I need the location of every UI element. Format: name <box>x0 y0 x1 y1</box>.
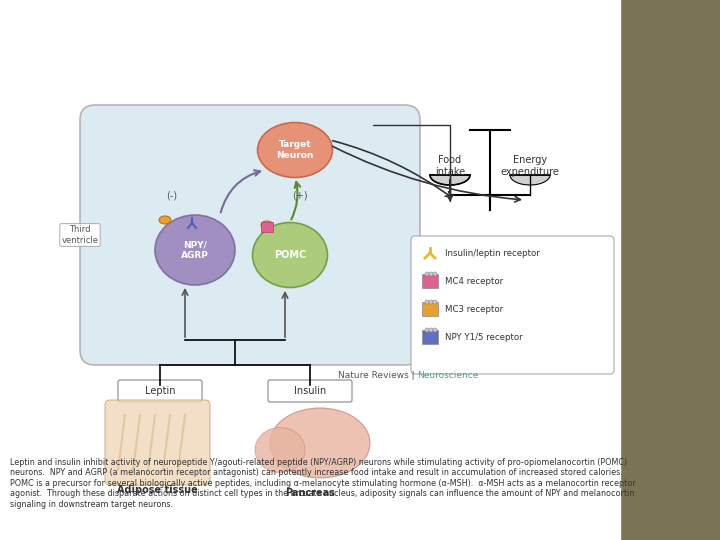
Text: MC3 receptor: MC3 receptor <box>445 305 503 314</box>
Text: Target
Neuron: Target Neuron <box>276 140 314 160</box>
Ellipse shape <box>261 221 273 229</box>
Ellipse shape <box>255 428 305 472</box>
FancyBboxPatch shape <box>80 105 420 365</box>
Ellipse shape <box>425 300 429 304</box>
Polygon shape <box>510 175 550 185</box>
Text: (+): (+) <box>292 190 308 200</box>
Ellipse shape <box>429 328 433 332</box>
Text: Neuroscience: Neuroscience <box>418 371 479 380</box>
Ellipse shape <box>270 408 370 478</box>
Ellipse shape <box>253 222 328 287</box>
Text: (-): (-) <box>166 190 178 200</box>
Text: Insulin/leptin receptor: Insulin/leptin receptor <box>445 248 540 258</box>
FancyBboxPatch shape <box>118 380 202 402</box>
Bar <box>0 0 620 540</box>
Ellipse shape <box>159 216 171 224</box>
Ellipse shape <box>429 300 433 304</box>
Ellipse shape <box>258 123 333 178</box>
Ellipse shape <box>433 272 437 276</box>
Text: NPY Y1/5 receptor: NPY Y1/5 receptor <box>445 333 523 341</box>
Bar <box>422 330 438 344</box>
Text: MC4 receptor: MC4 receptor <box>445 276 503 286</box>
Bar <box>261 222 273 232</box>
Text: Energy
expenditure: Energy expenditure <box>500 155 559 177</box>
Text: POMC: POMC <box>274 250 306 260</box>
Text: Pancreas: Pancreas <box>285 488 335 498</box>
Bar <box>422 274 438 288</box>
Text: Third
ventricle: Third ventricle <box>61 225 99 245</box>
Ellipse shape <box>155 215 235 285</box>
Text: Food
intake: Food intake <box>435 155 465 177</box>
Ellipse shape <box>425 272 429 276</box>
Text: Nature Reviews |: Nature Reviews | <box>338 371 418 380</box>
FancyBboxPatch shape <box>411 236 614 374</box>
Polygon shape <box>430 175 470 185</box>
Ellipse shape <box>433 328 437 332</box>
Text: Adipose tissue: Adipose tissue <box>117 485 197 495</box>
Text: Leptin: Leptin <box>145 386 175 396</box>
Ellipse shape <box>429 272 433 276</box>
Text: Insulin: Insulin <box>294 386 326 396</box>
FancyBboxPatch shape <box>268 380 352 402</box>
Ellipse shape <box>433 300 437 304</box>
FancyBboxPatch shape <box>105 400 210 485</box>
Text: NPY/
AGRP: NPY/ AGRP <box>181 240 209 260</box>
Bar <box>620 0 720 540</box>
Bar <box>422 302 438 316</box>
Ellipse shape <box>425 328 429 332</box>
Text: Leptin and insulin inhibit activity of neuropeptide Y/agouti-related peptide (NP: Leptin and insulin inhibit activity of n… <box>10 458 636 509</box>
